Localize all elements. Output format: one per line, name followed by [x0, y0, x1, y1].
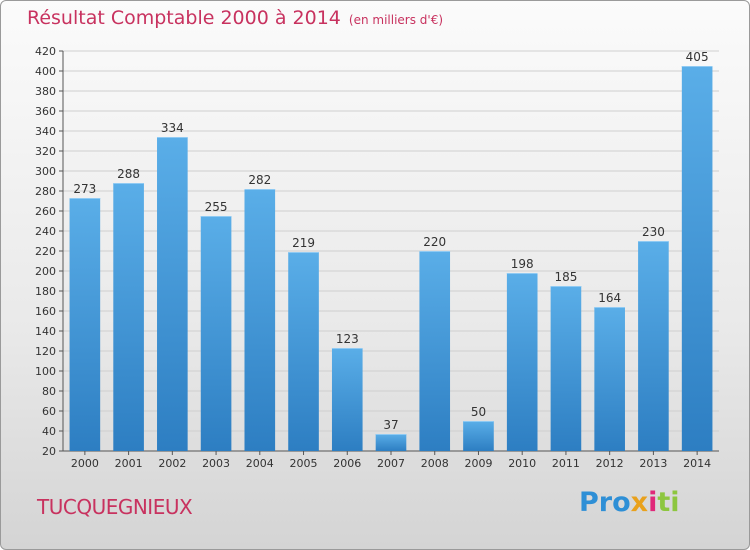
logo-part-3: i — [648, 487, 658, 518]
bar — [550, 286, 582, 451]
x-tick-label: 2002 — [158, 457, 186, 470]
y-tick-label: 420 — [35, 45, 56, 58]
chart-title: Résultat Comptable 2000 à 2014 (en millie… — [27, 7, 443, 29]
bar — [200, 216, 232, 451]
logo-part-1: Pro — [579, 487, 631, 518]
bar — [113, 183, 144, 451]
data-label: 230 — [642, 225, 665, 239]
y-tick-label: 200 — [35, 265, 56, 278]
x-tick-label: 2013 — [639, 457, 667, 470]
x-tick-label: 2005 — [290, 457, 318, 470]
bar — [419, 251, 451, 451]
x-tick-label: 2000 — [71, 457, 99, 470]
proxiti-logo: Proxiti — [579, 487, 680, 518]
chart-subtitle: (en milliers d'€) — [348, 13, 444, 27]
bar — [463, 421, 494, 451]
bar — [506, 273, 538, 451]
logo-part-2: x — [630, 487, 649, 518]
chart-title-text: Résultat Comptable 2000 à 2014 — [27, 7, 341, 29]
bars — [69, 66, 713, 451]
data-label: 334 — [161, 121, 184, 135]
bar — [331, 348, 363, 451]
data-label: 185 — [554, 270, 577, 284]
axes: 20 40 60 80 100 120 140 160 180 200 220 240 260 280 30… — [35, 45, 719, 470]
x-tick-label: 2007 — [377, 457, 405, 470]
data-labels: 273 288 334 255 282 219 123 37 220 50 198 185 164 230… — [73, 50, 708, 432]
x-tick-label: 2006 — [333, 457, 361, 470]
x-tick-label: 2010 — [508, 457, 536, 470]
data-label: 37 — [383, 418, 398, 432]
bar — [288, 252, 319, 451]
data-label: 405 — [686, 50, 709, 64]
y-tick-label: 160 — [35, 305, 56, 318]
data-label: 255 — [205, 200, 228, 214]
data-label: 50 — [471, 405, 486, 419]
bar — [244, 189, 276, 451]
x-tick-label: 2012 — [596, 457, 624, 470]
y-tick-label: 40 — [42, 425, 56, 438]
y-tick-label: 100 — [35, 365, 56, 378]
y-tick-label: 240 — [35, 225, 56, 238]
data-label: 164 — [598, 291, 621, 305]
logo-part-4: ti — [657, 487, 680, 518]
y-tick-label: 180 — [35, 285, 56, 298]
bar — [594, 307, 625, 451]
y-tick-label: 340 — [35, 125, 56, 138]
bar — [681, 66, 713, 451]
y-tick-label: 120 — [35, 345, 56, 358]
x-tick-label: 2009 — [464, 457, 492, 470]
data-label: 282 — [248, 173, 271, 187]
x-tick-label: 2003 — [202, 457, 230, 470]
commune-name: TUCQUEGNIEUX — [37, 495, 193, 519]
y-tick-label: 140 — [35, 325, 56, 338]
bar — [69, 198, 101, 451]
x-tick-label: 2011 — [552, 457, 580, 470]
y-tick-label: 80 — [42, 385, 56, 398]
y-tick-label: 320 — [35, 145, 56, 158]
data-label: 288 — [117, 167, 140, 181]
bar — [157, 137, 188, 451]
x-tick-label: 2004 — [246, 457, 274, 470]
bar — [375, 434, 407, 451]
y-tick-label: 400 — [35, 65, 56, 78]
bar — [638, 241, 669, 451]
y-tick-label: 20 — [42, 445, 56, 458]
y-tick-label: 380 — [35, 85, 56, 98]
x-tick-label: 2001 — [115, 457, 143, 470]
data-label: 198 — [511, 257, 534, 271]
y-tick-label: 280 — [35, 185, 56, 198]
y-tick-label: 220 — [35, 245, 56, 258]
y-tick-label: 360 — [35, 105, 56, 118]
data-label: 123 — [336, 332, 359, 346]
y-tick-label: 60 — [42, 405, 56, 418]
x-tick-label: 2014 — [683, 457, 711, 470]
data-label: 273 — [73, 182, 96, 196]
y-tick-label: 260 — [35, 205, 56, 218]
x-tick-label: 2008 — [421, 457, 449, 470]
data-label: 220 — [423, 235, 446, 249]
y-tick-label: 300 — [35, 165, 56, 178]
data-label: 219 — [292, 236, 315, 250]
